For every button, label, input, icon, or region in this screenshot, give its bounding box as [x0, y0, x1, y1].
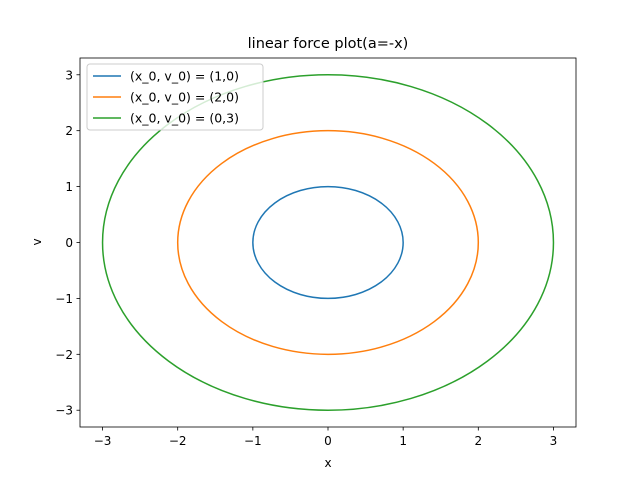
y-tick-label: 0 — [65, 236, 73, 250]
x-tick-label: 2 — [474, 434, 482, 448]
legend-label-3: (x_0, v_0) = (0,3) — [130, 111, 239, 126]
x-tick-label: 3 — [550, 434, 558, 448]
y-tick-label: −3 — [55, 404, 73, 418]
legend-label-1: (x_0, v_0) = (1,0) — [130, 69, 239, 84]
x-tick-label: 1 — [399, 434, 407, 448]
legend-box — [86, 63, 264, 131]
series-2-curve — [176, 129, 480, 356]
x-tick-label: −1 — [244, 434, 262, 448]
plot-area — [101, 74, 555, 411]
x-axis-label: x — [324, 456, 331, 470]
chart-title: linear force plot(a=-x) — [248, 36, 409, 52]
series-1-curve — [252, 185, 404, 300]
y-axis-label: v — [30, 238, 44, 245]
y-tick-label: −1 — [55, 292, 73, 306]
axis-ticks: −3 −2 −1 0 1 2 3 −3 −2 −1 0 1 2 3 — [55, 68, 557, 448]
series-3-curve — [101, 74, 555, 411]
x-tick-label: 0 — [324, 434, 332, 448]
y-tick-label: −2 — [55, 348, 73, 362]
x-tick-label: −3 — [94, 434, 112, 448]
y-tick-label: 3 — [65, 68, 73, 82]
y-tick-label: 2 — [65, 124, 73, 138]
x-tick-label: −2 — [169, 434, 187, 448]
legend: (x_0, v_0) = (1,0) (x_0, v_0) = (2,0) (x_0… — [86, 63, 264, 131]
legend-label-2: (x_0, v_0) = (2,0) — [130, 90, 239, 105]
y-tick-label: 1 — [65, 180, 73, 194]
